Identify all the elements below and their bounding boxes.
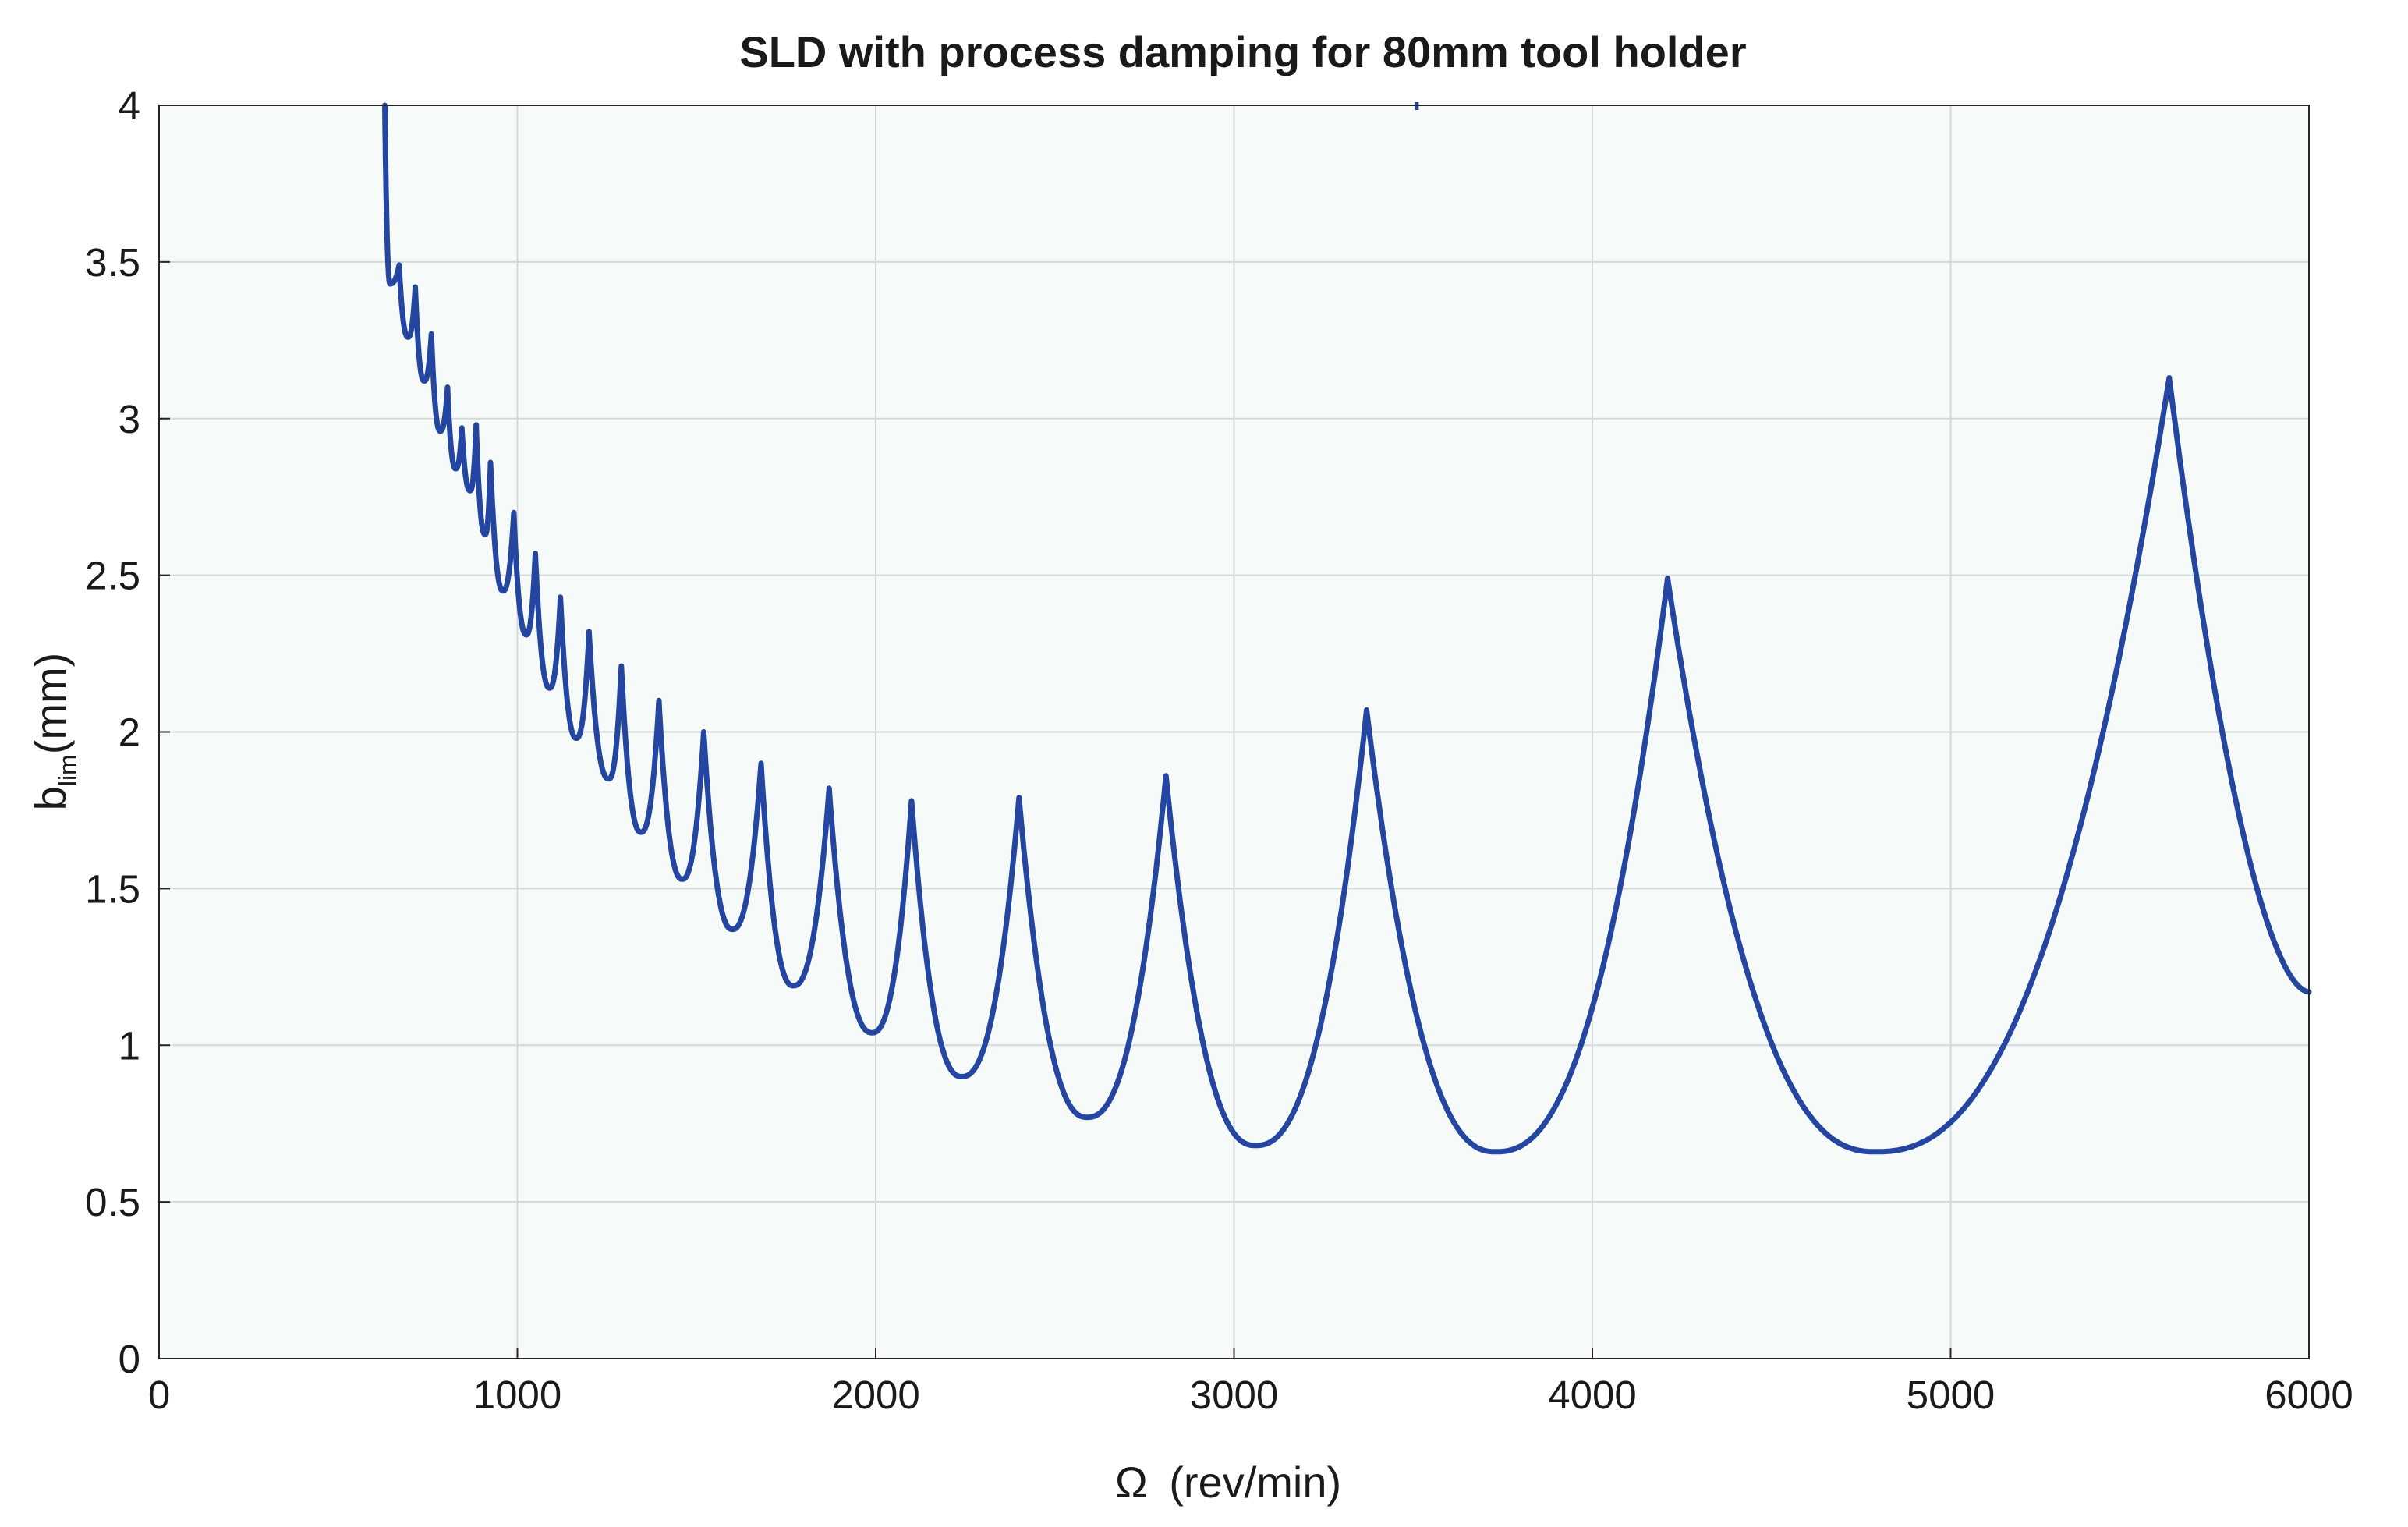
y-tick-label: 2 [119,710,140,755]
plot-frame [158,105,2310,1359]
y-axis-label: blim(mm) [26,653,82,811]
y-tick-label: 2.5 [85,554,140,598]
chart-title: SLD with process damping for 80mm tool h… [739,27,1746,76]
series-line-stability-lobes [382,102,2312,1155]
x-tick-label: 0 [148,1373,170,1417]
grid-lines [159,105,2309,1359]
y-axis-ticks: 0 0.5 1 1.5 2 2.5 3 3.5 4 [85,83,170,1381]
x-tick-label: 4000 [1548,1373,1636,1417]
x-tick-label: 1000 [473,1373,561,1417]
x-tick-label: 3000 [1190,1373,1278,1417]
x-tick-label: 5000 [1907,1373,1995,1417]
y-axis-subscript: lim [54,754,82,786]
x-axis-units: (rev/min) [1169,1458,1341,1507]
x-axis-ticks: 0 1000 2000 3000 4000 5000 6000 [148,1348,2353,1417]
y-axis-symbol: b [26,786,75,810]
y-tick-label: 3 [119,397,140,441]
x-tick-label: 6000 [2265,1373,2353,1417]
x-axis-symbol: Ω [1115,1458,1148,1507]
y-tick-label: 1 [119,1023,140,1068]
x-tick-label: 2000 [831,1373,919,1417]
y-tick-label: 4 [119,83,140,128]
y-tick-label: 0.5 [85,1180,140,1224]
y-tick-label: 0 [119,1337,140,1381]
y-axis-units: (mm) [26,653,75,755]
x-axis-label: Ω (rev/min) [1115,1458,1341,1507]
y-tick-label: 1.5 [85,866,140,911]
y-tick-label: 3.5 [85,240,140,285]
